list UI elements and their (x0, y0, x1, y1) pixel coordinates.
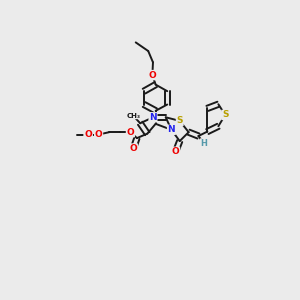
Text: N: N (168, 125, 175, 134)
Text: O: O (127, 128, 134, 137)
Text: O: O (84, 130, 92, 139)
Text: S: S (176, 116, 183, 125)
Text: CH₃: CH₃ (126, 113, 140, 119)
Text: O: O (130, 144, 137, 153)
Text: N: N (149, 113, 157, 122)
Text: O: O (148, 70, 156, 80)
Text: H: H (201, 139, 208, 148)
Text: O: O (172, 147, 179, 156)
Text: O: O (84, 130, 92, 139)
Text: O: O (95, 130, 103, 139)
Text: S: S (222, 110, 228, 119)
